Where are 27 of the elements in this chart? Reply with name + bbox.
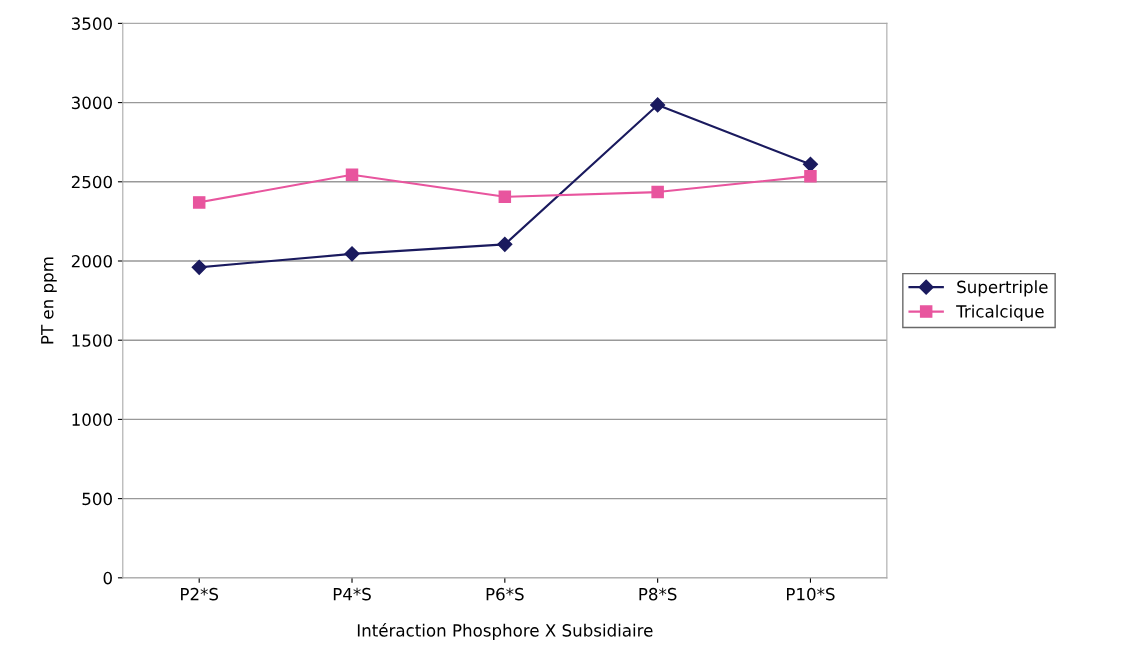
legend-label: Tricalcique — [956, 304, 1044, 321]
point — [344, 246, 360, 262]
legend-label: Supertriple — [957, 280, 1048, 297]
y-tick-label: 1500 — [72, 334, 112, 347]
x-tick-label: P2*S — [181, 587, 219, 601]
y-tick-label: 1000 — [72, 413, 112, 426]
x-axis-title: Intéraction Phosphore X Subsidiaire — [357, 623, 653, 640]
point — [802, 156, 819, 172]
x-tick-label: P8*S — [639, 587, 677, 601]
point — [192, 196, 206, 209]
point — [498, 190, 512, 204]
y-tick-label: 2000 — [71, 254, 112, 268]
point — [345, 168, 359, 181]
x-tick-label: P10*S — [787, 587, 835, 601]
point — [191, 259, 207, 275]
y-tick-label: 3000 — [71, 96, 112, 110]
y-tick-label: 2500 — [71, 175, 112, 189]
point — [804, 169, 817, 183]
x-tick-label: P4*S — [333, 587, 371, 601]
x-tick-label: P6*S — [486, 587, 524, 601]
point — [497, 236, 513, 252]
point — [651, 185, 664, 199]
y-tick-label: 500 — [82, 492, 112, 506]
y-tick-label: 0 — [103, 571, 112, 585]
y-axis-title: PT en ppm — [41, 257, 57, 344]
y-tick-label: 3500 — [71, 17, 112, 30]
point — [650, 97, 666, 113]
